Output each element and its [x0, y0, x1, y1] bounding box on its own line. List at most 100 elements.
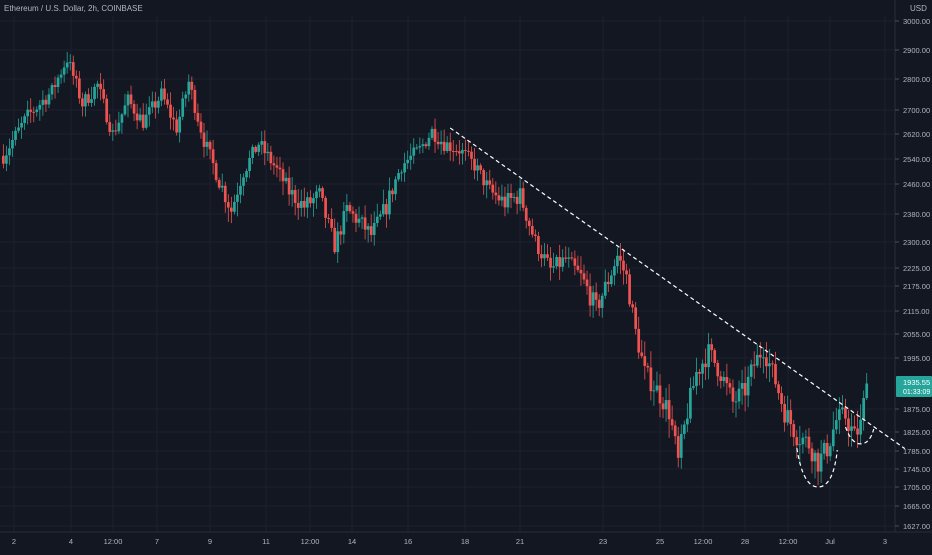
candle-body [661, 403, 665, 410]
price-tick-label: 2115.00 [903, 307, 930, 316]
candle-body [494, 192, 498, 196]
candle-body [181, 98, 185, 117]
candle-body [646, 365, 650, 368]
candle-body [430, 128, 434, 138]
candle-body [406, 159, 410, 164]
candle-body [716, 362, 720, 377]
candle-body [59, 74, 63, 78]
candle-body [768, 363, 771, 367]
candle-body [157, 100, 160, 108]
candle-body [357, 218, 361, 223]
candle-body [856, 428, 859, 435]
candle-body [433, 128, 437, 142]
candle-body [2, 155, 5, 164]
candle-body [123, 105, 127, 115]
candle-body [847, 418, 850, 431]
candle-body [230, 207, 233, 212]
candle-body [427, 137, 431, 147]
candle-body [643, 356, 647, 366]
candle-body [637, 328, 641, 353]
candle-body [29, 109, 33, 112]
candle-body [108, 122, 112, 132]
candle-body [807, 436, 811, 449]
last-price-badge-bg [896, 376, 932, 397]
candle-body [245, 171, 248, 178]
candle-body [111, 130, 115, 132]
candle-body [226, 202, 230, 208]
candle-body [366, 226, 370, 230]
candle-body [834, 420, 838, 430]
candle-body [135, 113, 139, 121]
price-tick-label: 1825.00 [903, 428, 930, 437]
time-tick-label: 16 [404, 537, 412, 546]
candle-body [62, 67, 66, 75]
candle-body [458, 151, 461, 154]
candle-body [746, 376, 750, 396]
candle-body [582, 273, 586, 280]
candle-body [774, 364, 777, 385]
candle-body [11, 139, 14, 149]
pattern-arc-small[interactable] [844, 426, 875, 445]
candle-body [418, 146, 422, 148]
time-tick-label: 12:00 [104, 537, 123, 546]
symbol-label: Ethereum / U.S. Dollar, 2h, COINBASE [4, 4, 143, 13]
candle-body [771, 363, 774, 365]
candle-body [93, 86, 96, 100]
candle-body [96, 83, 99, 87]
time-tick-label: 9 [208, 537, 212, 546]
candle-body [813, 452, 817, 462]
candle-body [8, 148, 11, 156]
candle-body [491, 184, 495, 193]
price-tick-label: 2800.00 [903, 75, 930, 84]
candle-body [184, 94, 188, 99]
candle-body [573, 258, 577, 266]
last-price-countdown: 01:33:09 [903, 389, 930, 396]
pattern-arc-large[interactable] [796, 447, 838, 488]
candle-body [828, 446, 832, 457]
price-tick-label: 1995.00 [903, 354, 930, 363]
candle-body [461, 149, 464, 154]
candle-body [649, 367, 653, 392]
last-price-badge: 1935.55 01:33:09 [896, 376, 932, 397]
candle-body [862, 397, 866, 420]
candle-body [597, 299, 601, 308]
candle-body [555, 256, 558, 267]
candle-body [530, 225, 534, 235]
annotations [449, 127, 906, 488]
candle-body [825, 442, 829, 457]
candle-body [23, 116, 26, 123]
candle-body [242, 177, 245, 186]
candle-body [467, 150, 470, 152]
time-tick-label: 3 [883, 537, 887, 546]
candle-body [713, 350, 717, 363]
candle-body [534, 234, 537, 237]
price-tick-label: 2460.00 [903, 180, 930, 189]
candle-body [363, 217, 367, 230]
candle-body [421, 144, 425, 147]
candle-body [454, 151, 458, 153]
trendline[interactable] [449, 127, 906, 450]
candle-body [233, 201, 236, 212]
candle-body [360, 217, 364, 219]
candle-body [214, 163, 218, 180]
candle-body [819, 453, 823, 472]
candle-body [84, 94, 87, 107]
candle-body [248, 157, 251, 172]
candle-body [339, 231, 343, 235]
candle-body [765, 357, 768, 367]
candle-body [652, 390, 656, 392]
candle-body [345, 205, 349, 212]
candle-body [628, 274, 631, 305]
time-tick-label: 21 [516, 537, 524, 546]
candle-body [676, 436, 680, 458]
candle-body [312, 198, 315, 204]
candle-body [497, 195, 501, 201]
candle-body [585, 279, 589, 287]
price-axis[interactable]: 3000.00 2900.00 2800.00 2700.00 2620.00 2540.… [895, 17, 930, 531]
price-tick-label: 2055.00 [903, 330, 930, 339]
candle-body [388, 190, 391, 215]
time-axis[interactable]: 2 4 12:00 7 9 11 12:00 14 16 18 21 23 25 12:00 28 12:00… [12, 537, 887, 546]
candle-body [68, 62, 72, 64]
